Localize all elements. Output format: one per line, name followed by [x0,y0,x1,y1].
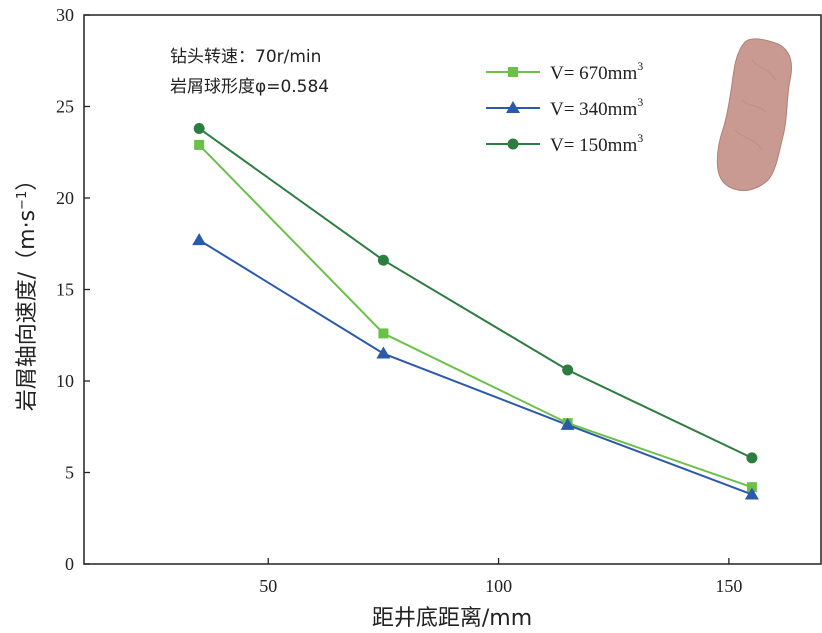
data-point [193,122,205,134]
y-tick-label: 15 [56,280,74,300]
y-tick-label: 20 [56,188,74,208]
legend-label-sup: 3 [637,95,643,109]
legend-marker [507,138,519,150]
data-point [562,364,574,376]
y-tick-label: 30 [56,5,74,25]
series-lines [198,127,753,496]
annotation-rotation-speed: 钻头转速：70r/min [170,47,321,67]
data-point [560,417,575,430]
legend-label: V= 340mm3 [550,95,643,120]
legend-marker [508,67,518,77]
data-point [194,139,205,150]
y-axis-title: 岩屑轴向速度/（m·s−1） [15,169,40,412]
data-point [746,452,758,464]
x-tick-label: 150 [715,576,742,596]
data-point [192,233,207,246]
y-axis-title-main: 岩屑轴向速度/（m·s [15,210,40,411]
series-line-2 [198,127,753,459]
rock-particle-icon [716,38,792,191]
y-tick-label: 0 [65,554,74,574]
data-point [377,254,389,266]
data-point [746,482,757,493]
annotation-sphericity: 岩屑球形度φ=0.584 [170,77,329,97]
y-axis-title-close: ） [15,169,40,191]
data-point [378,328,389,339]
y-axis-title-sup: −1 [15,191,30,210]
y-tick-label: 5 [65,463,74,483]
legend-label-sup: 3 [637,59,643,73]
plot-frame [83,14,822,565]
series-line-0 [198,144,753,489]
x-tick-label: 100 [485,576,512,596]
series-markers [192,122,759,500]
axis-ticks: 0 5 10 15 20 25 30 50 100 150 [56,5,742,596]
y-tick-label: 25 [56,97,74,117]
data-point [744,487,759,500]
legend-label: V= 670mm3 [550,59,643,84]
legend-label-text: V= 150mm [550,135,637,156]
legend-label-sup: 3 [637,131,643,145]
x-axis-title: 距井底距离/mm [372,606,532,631]
legend-label-text: V= 340mm [550,99,637,120]
data-point [376,346,391,359]
legend-marker [506,101,520,113]
x-tick-label: 50 [259,576,277,596]
y-tick-label: 10 [56,371,74,391]
legend-label: V= 150mm3 [550,131,643,156]
legend-label-text: V= 670mm [550,63,637,84]
series-line-1 [198,239,753,496]
